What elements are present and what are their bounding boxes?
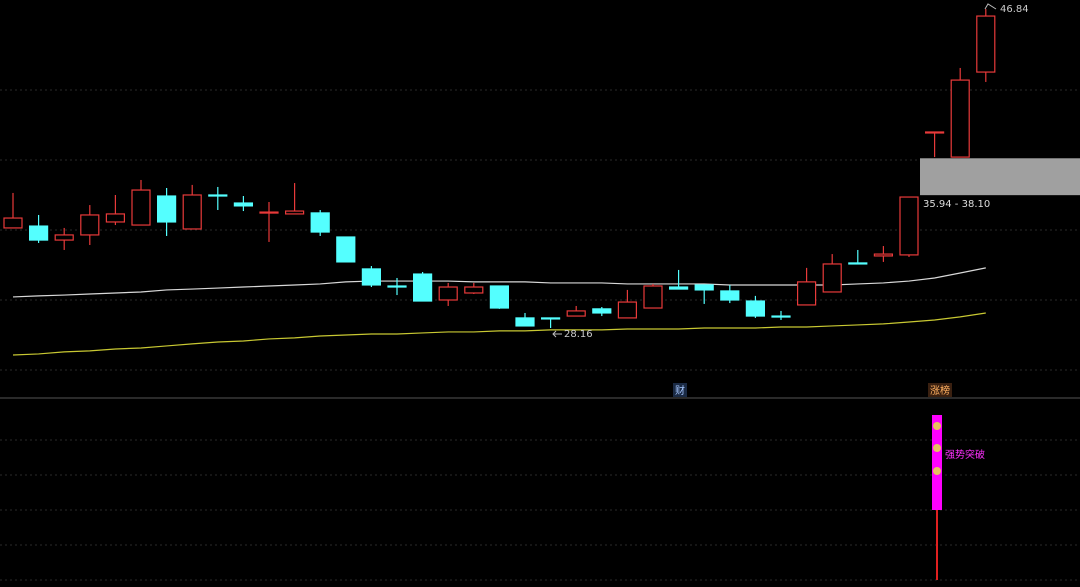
candle-body xyxy=(540,317,561,320)
candle-body xyxy=(387,285,407,288)
candle-body xyxy=(694,284,714,291)
plot: 35.94 - 38.10 xyxy=(3,9,1080,356)
signal-icon xyxy=(933,444,941,452)
candle-body xyxy=(976,15,996,73)
candle-body xyxy=(233,202,253,207)
candle-body xyxy=(259,211,279,214)
candle-body xyxy=(643,285,663,309)
candle-body xyxy=(29,225,49,241)
candle-body xyxy=(566,310,586,317)
candle-body xyxy=(3,217,23,229)
signal-label: 强势突破 xyxy=(945,448,985,461)
candle-body xyxy=(745,300,766,317)
candle-body xyxy=(208,194,228,197)
candle-body xyxy=(285,210,305,215)
candle-body xyxy=(361,268,381,286)
candle-body xyxy=(336,236,356,263)
marker-bg xyxy=(928,383,952,397)
candle-body xyxy=(848,262,868,265)
candle-body xyxy=(515,317,535,327)
candle-body xyxy=(157,195,177,223)
signal-icon xyxy=(933,422,941,430)
candle-body xyxy=(771,315,791,318)
candle-body xyxy=(182,194,202,230)
candle-body xyxy=(822,263,842,293)
marker-bg xyxy=(673,383,687,397)
signal-bar xyxy=(932,415,942,510)
candle-body xyxy=(950,79,970,158)
candle-body xyxy=(720,290,740,301)
candle-body xyxy=(438,286,458,301)
high-pointer xyxy=(984,3,997,10)
candle-body xyxy=(310,212,330,233)
signal-icon xyxy=(933,467,941,475)
candle-body xyxy=(54,234,74,241)
candle-body xyxy=(131,189,151,226)
marker-label: 财 xyxy=(675,384,685,397)
candle-body xyxy=(105,213,126,223)
moving-average xyxy=(12,312,986,356)
extreme-labels: 46.84 28.16 xyxy=(552,3,1029,340)
candle-body xyxy=(592,308,612,314)
candle-body xyxy=(489,285,509,309)
price-zone-label: 35.94 - 38.10 xyxy=(923,199,990,210)
signal: 强势突破 xyxy=(932,415,985,580)
candle-body xyxy=(796,281,817,306)
candle-body xyxy=(668,286,689,290)
marker-label: 涨榜 xyxy=(930,384,950,397)
price-zone xyxy=(920,158,1080,196)
grid xyxy=(0,89,1080,581)
candle-body xyxy=(80,214,100,236)
candle-body xyxy=(924,131,945,134)
candle-body xyxy=(899,196,919,256)
candle-body xyxy=(873,253,894,257)
candle-body xyxy=(413,273,433,302)
high-label: 46.84 xyxy=(1000,4,1029,15)
markers: 财 涨榜 xyxy=(673,383,952,397)
low-label: 28.16 xyxy=(564,329,593,340)
candle-body xyxy=(617,301,638,319)
candle-body xyxy=(464,286,484,294)
